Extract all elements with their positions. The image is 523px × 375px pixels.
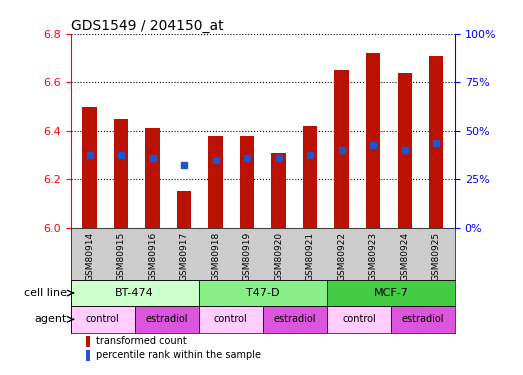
- Bar: [199, 306, 263, 333]
- Text: estradiol: estradiol: [402, 314, 444, 324]
- Point: [149, 154, 157, 160]
- Bar: [263, 306, 327, 333]
- Bar: [71, 306, 135, 333]
- Text: GSM80919: GSM80919: [243, 232, 252, 281]
- Bar: [71, 280, 199, 306]
- Bar: [86, 350, 90, 361]
- Bar: [199, 280, 327, 306]
- Point: [117, 152, 125, 158]
- Text: GSM80921: GSM80921: [305, 232, 314, 281]
- Point: [401, 147, 409, 153]
- Bar: [327, 306, 391, 333]
- Text: GSM80920: GSM80920: [274, 232, 283, 281]
- Text: GDS1549 / 204150_at: GDS1549 / 204150_at: [71, 19, 223, 33]
- Bar: [86, 336, 90, 346]
- Text: estradiol: estradiol: [274, 314, 316, 324]
- Text: control: control: [86, 314, 120, 324]
- Text: T47-D: T47-D: [246, 288, 280, 298]
- Point: [211, 157, 220, 163]
- Bar: [114, 118, 128, 228]
- Text: GSM80923: GSM80923: [369, 232, 378, 281]
- Bar: [145, 128, 160, 228]
- Bar: [209, 136, 223, 228]
- Point: [369, 142, 377, 148]
- Text: BT-474: BT-474: [115, 288, 154, 298]
- Text: control: control: [214, 314, 248, 324]
- Text: cell line: cell line: [24, 288, 67, 298]
- Bar: [397, 73, 412, 228]
- Point: [306, 152, 314, 158]
- Bar: [83, 106, 97, 228]
- Bar: [240, 136, 254, 228]
- Bar: [135, 306, 199, 333]
- Point: [180, 162, 188, 168]
- Text: GSM80914: GSM80914: [85, 232, 94, 281]
- Text: control: control: [342, 314, 376, 324]
- Point: [275, 154, 283, 160]
- Bar: [366, 53, 380, 228]
- Bar: [303, 126, 317, 228]
- Text: GSM80916: GSM80916: [148, 232, 157, 281]
- Text: agent: agent: [35, 314, 67, 324]
- Text: GSM80925: GSM80925: [431, 232, 440, 281]
- Point: [243, 154, 251, 160]
- Bar: [429, 56, 443, 228]
- Point: [85, 152, 94, 158]
- Text: transformed count: transformed count: [96, 336, 187, 346]
- Bar: [177, 192, 191, 228]
- Text: GSM80924: GSM80924: [400, 232, 409, 281]
- Point: [337, 147, 346, 153]
- Text: GSM80917: GSM80917: [179, 232, 188, 281]
- Bar: [391, 306, 455, 333]
- Bar: [327, 280, 455, 306]
- Bar: [335, 70, 349, 228]
- Text: MCF-7: MCF-7: [373, 288, 408, 298]
- Text: GSM80918: GSM80918: [211, 232, 220, 281]
- Bar: [271, 153, 286, 228]
- Text: GSM80915: GSM80915: [117, 232, 126, 281]
- Text: GSM80922: GSM80922: [337, 232, 346, 281]
- Text: percentile rank within the sample: percentile rank within the sample: [96, 350, 261, 360]
- Point: [432, 140, 440, 146]
- Text: estradiol: estradiol: [145, 314, 188, 324]
